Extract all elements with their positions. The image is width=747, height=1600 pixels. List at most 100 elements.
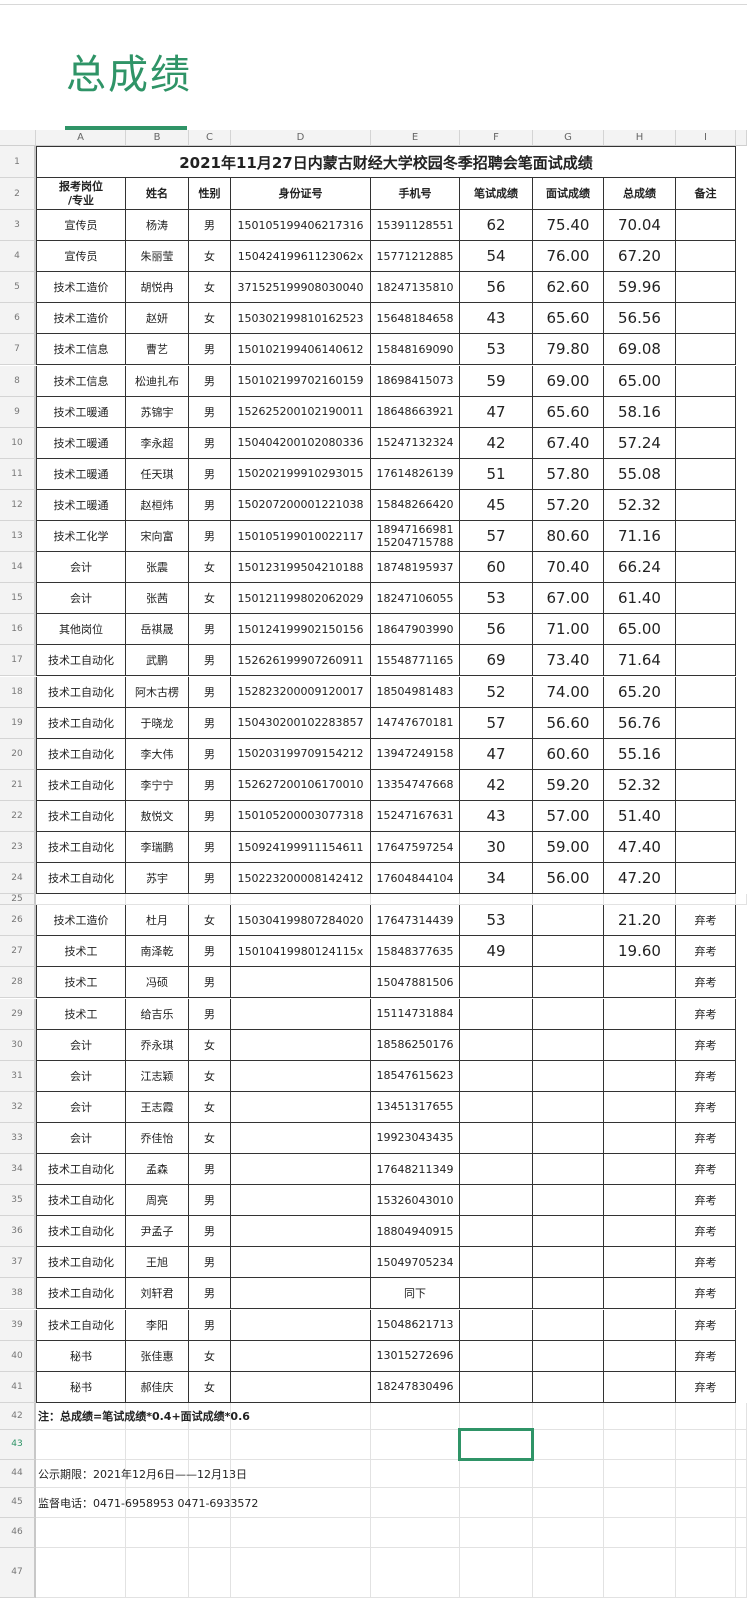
interview-score-cell[interactable]: 60.60 xyxy=(533,738,604,770)
row-header-45[interactable]: 45 xyxy=(0,1487,36,1518)
id-number-cell[interactable]: 150203199709154212 xyxy=(231,738,371,770)
position-cell[interactable]: 技术工自动化 xyxy=(36,1216,126,1248)
id-number-cell[interactable]: 150105199406217316 xyxy=(231,210,371,242)
interview-score-cell[interactable]: 67.00 xyxy=(533,583,604,615)
interview-score-cell[interactable] xyxy=(533,1278,604,1310)
cell[interactable] xyxy=(371,1429,460,1460)
phone-cell[interactable]: 17648211349 xyxy=(371,1154,460,1186)
id-number-cell[interactable] xyxy=(231,1060,371,1092)
note-cell[interactable] xyxy=(676,769,736,801)
note-cell[interactable] xyxy=(676,707,736,739)
note-cell[interactable]: 弃考 xyxy=(676,1154,736,1186)
id-number-cell[interactable]: 15042419961123062x xyxy=(231,241,371,273)
cell[interactable] xyxy=(460,1547,533,1598)
note-cell[interactable] xyxy=(676,800,736,832)
id-number-cell[interactable]: 371525199908030040 xyxy=(231,272,371,304)
total-score-cell[interactable]: 65.20 xyxy=(604,676,676,708)
written-score-cell[interactable]: 59 xyxy=(460,365,533,397)
cell[interactable] xyxy=(460,1517,533,1548)
gender-cell[interactable]: 男 xyxy=(189,1216,231,1248)
select-all-corner[interactable] xyxy=(0,130,36,146)
cell[interactable] xyxy=(371,1402,460,1430)
column-header-I[interactable]: I xyxy=(676,130,736,146)
interview-score-cell[interactable] xyxy=(533,1122,604,1154)
gender-cell[interactable]: 男 xyxy=(189,521,231,553)
name-cell[interactable]: 松迪扎布 xyxy=(126,365,189,397)
interview-score-cell[interactable]: 56.00 xyxy=(533,863,604,895)
phone-cell[interactable]: 15048621713 xyxy=(371,1309,460,1341)
cell[interactable] xyxy=(189,894,231,906)
id-number-cell[interactable]: 152625200102190011 xyxy=(231,396,371,428)
cell[interactable] xyxy=(126,1517,189,1548)
total-score-cell[interactable]: 69.08 xyxy=(604,334,676,366)
note-cell[interactable]: 弃考 xyxy=(676,967,736,999)
column-header-A[interactable]: A xyxy=(36,130,126,146)
row-header-29[interactable]: 29 xyxy=(0,998,36,1030)
position-cell[interactable]: 技术工暖通 xyxy=(36,489,126,521)
gender-cell[interactable]: 男 xyxy=(189,676,231,708)
phone-cell[interactable]: 15848169090 xyxy=(371,334,460,366)
column-header-extra[interactable] xyxy=(736,130,747,146)
cell[interactable] xyxy=(736,1547,747,1598)
id-number-cell[interactable]: 150302199810162523 xyxy=(231,303,371,335)
row-header-16[interactable]: 16 xyxy=(0,614,36,646)
gender-cell[interactable]: 男 xyxy=(189,863,231,895)
position-cell[interactable]: 技术工信息 xyxy=(36,334,126,366)
gender-cell[interactable]: 女 xyxy=(189,303,231,335)
position-cell[interactable]: 技术工自动化 xyxy=(36,863,126,895)
note-cell[interactable]: 弃考 xyxy=(676,1371,736,1403)
name-cell[interactable]: 王志霞 xyxy=(126,1091,189,1123)
interview-score-cell[interactable] xyxy=(533,1185,604,1217)
row-header-38[interactable]: 38 xyxy=(0,1278,36,1310)
written-score-cell[interactable]: 47 xyxy=(460,738,533,770)
gender-cell[interactable]: 男 xyxy=(189,967,231,999)
gender-cell[interactable]: 男 xyxy=(189,489,231,521)
note-cell[interactable] xyxy=(676,521,736,553)
position-cell[interactable]: 宣传员 xyxy=(36,210,126,242)
name-cell[interactable]: 郝佳庆 xyxy=(126,1371,189,1403)
id-number-cell[interactable] xyxy=(231,1091,371,1123)
cell[interactable] xyxy=(231,1517,371,1548)
position-cell[interactable]: 技术工自动化 xyxy=(36,1154,126,1186)
written-score-cell[interactable] xyxy=(460,1185,533,1217)
written-score-cell[interactable]: 53 xyxy=(460,583,533,615)
position-cell[interactable]: 技术工 xyxy=(36,967,126,999)
phone-cell[interactable]: 17647597254 xyxy=(371,832,460,864)
interview-score-cell[interactable]: 69.00 xyxy=(533,365,604,397)
phone-cell[interactable]: 15771212885 xyxy=(371,241,460,273)
interview-score-cell[interactable] xyxy=(533,967,604,999)
cell[interactable] xyxy=(533,1429,604,1460)
cell[interactable] xyxy=(231,1402,371,1430)
gender-cell[interactable]: 女 xyxy=(189,1371,231,1403)
id-number-cell[interactable]: 15010419980124115x xyxy=(231,936,371,968)
row-header-47[interactable]: 47 xyxy=(0,1547,36,1598)
cell[interactable] xyxy=(371,1547,460,1598)
total-score-cell[interactable] xyxy=(604,1122,676,1154)
id-number-cell[interactable]: 152627200106170010 xyxy=(231,769,371,801)
cell[interactable] xyxy=(736,894,747,906)
cell[interactable] xyxy=(460,1459,533,1488)
cell[interactable] xyxy=(126,1487,189,1518)
cell[interactable] xyxy=(231,1429,371,1460)
phone-cell[interactable]: 17614826139 xyxy=(371,458,460,490)
row-header-20[interactable]: 20 xyxy=(0,738,36,770)
written-score-cell[interactable] xyxy=(460,967,533,999)
total-score-cell[interactable]: 51.40 xyxy=(604,800,676,832)
gender-cell[interactable]: 男 xyxy=(189,1185,231,1217)
position-cell[interactable]: 秘书 xyxy=(36,1371,126,1403)
written-score-cell[interactable] xyxy=(460,1216,533,1248)
total-score-cell[interactable] xyxy=(604,1278,676,1310)
name-cell[interactable]: 李永超 xyxy=(126,427,189,459)
position-cell[interactable]: 技术工自动化 xyxy=(36,1247,126,1279)
phone-cell[interactable]: 15848377635 xyxy=(371,936,460,968)
total-score-cell[interactable]: 67.20 xyxy=(604,241,676,273)
id-number-cell[interactable] xyxy=(231,1122,371,1154)
cell[interactable] xyxy=(36,1402,126,1430)
cell[interactable] xyxy=(604,1429,676,1460)
id-number-cell[interactable] xyxy=(231,998,371,1030)
position-cell[interactable]: 技术工自动化 xyxy=(36,1309,126,1341)
interview-score-cell[interactable] xyxy=(533,1060,604,1092)
written-score-cell[interactable]: 51 xyxy=(460,458,533,490)
gender-cell[interactable]: 男 xyxy=(189,936,231,968)
position-cell[interactable]: 技术工造价 xyxy=(36,303,126,335)
